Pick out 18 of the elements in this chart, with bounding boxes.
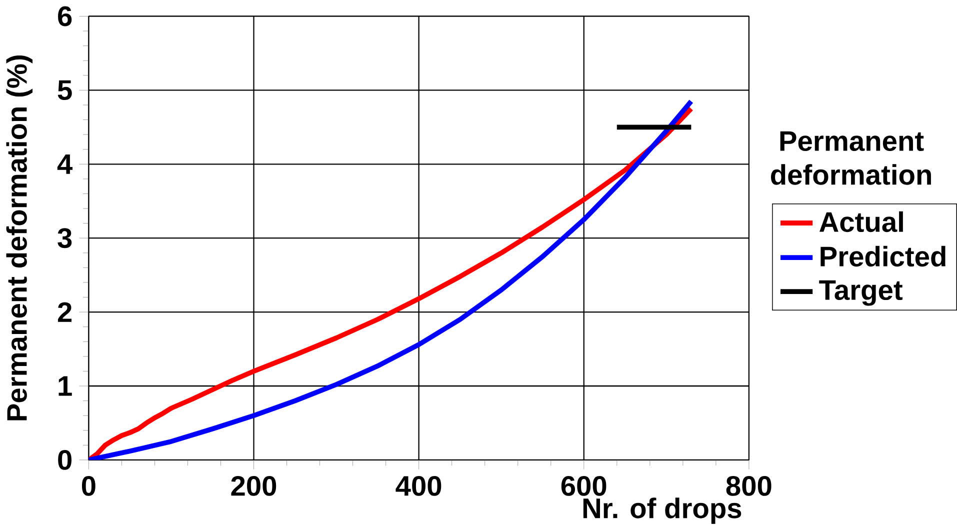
x-tick-label: 400 (396, 476, 442, 496)
x-tick-label: 600 (561, 476, 606, 496)
legend-label: Predicted (820, 246, 946, 266)
legend-title: Permanent deformation (771, 131, 931, 185)
y-tick-label: 0 (58, 450, 72, 470)
x-tick-label: 0 (82, 476, 96, 496)
legend-label: Actual (820, 211, 903, 232)
x-tick-label: 800 (726, 476, 772, 496)
y-tick-label: 1 (58, 376, 72, 396)
y-axis-title: Permanent deformation (%) (6, 55, 33, 420)
y-tick-label: 6 (58, 6, 72, 26)
y-tick-label: 5 (58, 80, 72, 100)
x-axis-title: Nr. of drops (583, 498, 742, 524)
legend-label: Target (819, 280, 902, 306)
x-tick-label: 200 (231, 476, 276, 496)
y-tick-label: 3 (58, 228, 72, 248)
y-tick-label: 2 (58, 302, 72, 322)
y-tick-label: 4 (57, 154, 73, 174)
